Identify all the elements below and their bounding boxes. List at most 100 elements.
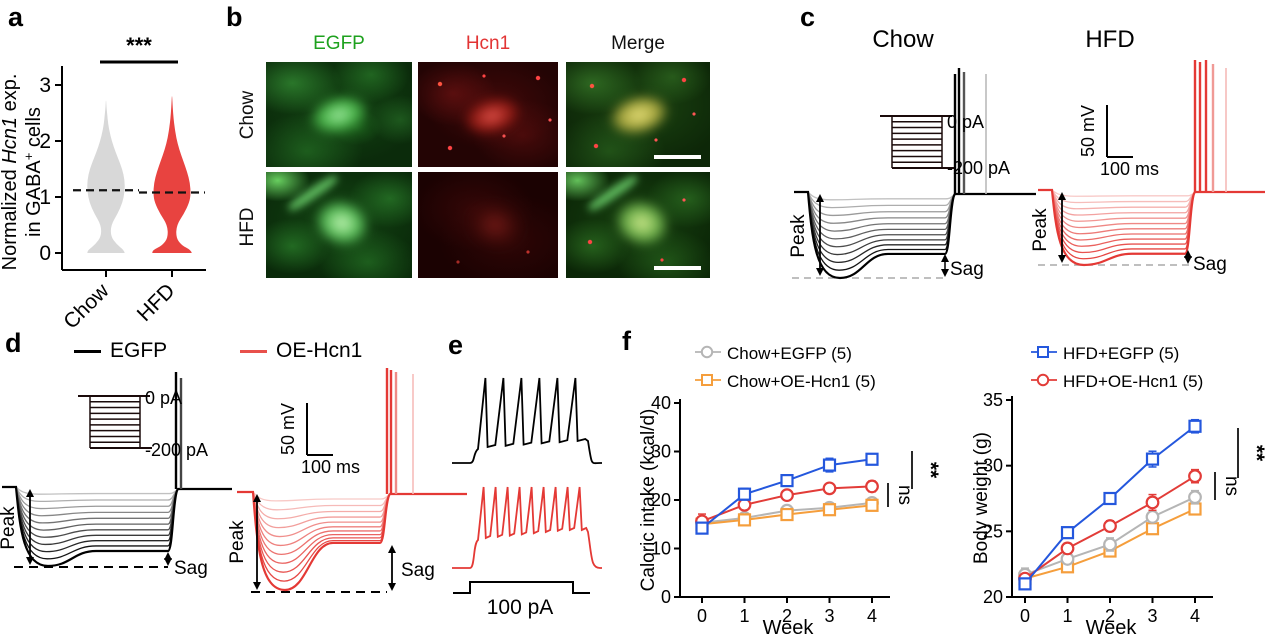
step-bottom-label: -200 pA xyxy=(947,158,1010,178)
step-top-label: 0 pA xyxy=(947,112,984,132)
voltage-traces xyxy=(794,68,1036,280)
svg-text:0: 0 xyxy=(697,606,707,626)
sag-label: Sag xyxy=(950,259,984,280)
svg-text:0: 0 xyxy=(39,242,51,265)
legend-hfd-egfp: HFD+EGFP (5) xyxy=(1030,344,1179,363)
legend-oe-hcn1-label: OE-Hcn1 xyxy=(276,339,363,362)
svg-text:30: 30 xyxy=(983,456,1003,476)
scale-bars xyxy=(1106,105,1133,158)
sag-arrow xyxy=(164,552,172,566)
chart-body: 20 25 30 35 0 1 2 3 4 xyxy=(983,390,1213,626)
svg-text:35: 35 xyxy=(983,390,1003,410)
x-axis-label: Week xyxy=(1086,617,1138,639)
sag-arrow xyxy=(941,254,949,277)
trace-panel-chow: 0 pA -200 pA Peak Sag xyxy=(788,68,1036,280)
chow-oe-hcn1-marker xyxy=(694,372,722,393)
peak-label: Peak xyxy=(788,214,809,258)
svg-text:3: 3 xyxy=(39,74,51,97)
row-label-hfd: HFD xyxy=(237,207,258,247)
scale-vertical-label: 50 mV xyxy=(278,403,298,455)
sag-label: Sag xyxy=(401,560,435,581)
scale-vertical-label: 50 mV xyxy=(1078,105,1098,157)
voltage-traces xyxy=(237,368,467,592)
svg-text:1: 1 xyxy=(39,186,51,209)
caloric-intake-chart: 0 10 20 30 40 0 1 2 3 4 Week Caloric intake (kcal… xyxy=(638,393,942,639)
step-top-label: 0 pA xyxy=(145,388,182,408)
violin-plot: 0 1 2 3 Chow HFD *** Normalized Hcn1 exp. in … xyxy=(0,33,206,334)
legend-hfd-oe-hcn1: HFD+OE-Hcn1 (5) xyxy=(1030,372,1204,393)
y-axis-label: Caloric intake (kcal/d) xyxy=(638,409,659,592)
legend-oe-hcn1: OE-Hcn1 xyxy=(240,339,363,362)
svg-text:2: 2 xyxy=(782,606,792,626)
sag-label: Sag xyxy=(1193,254,1227,275)
violin-y-axis-label-line1: Normalized Hcn1 exp. xyxy=(0,74,21,271)
sag-arrow xyxy=(1184,250,1192,264)
pulse-label: 100 pA xyxy=(487,596,554,619)
svg-text:25: 25 xyxy=(983,521,1003,541)
voltage-traces xyxy=(1038,60,1265,267)
micrograph-hfd-hcn1 xyxy=(418,172,558,278)
scale-bar xyxy=(654,155,701,159)
svg-text:2: 2 xyxy=(1105,606,1115,626)
micrograph-chow-merge xyxy=(566,62,710,167)
oe-hcn1-spike-train xyxy=(452,486,602,569)
neuron-soma xyxy=(301,86,377,144)
svg-text:20: 20 xyxy=(983,587,1003,607)
scale-horizontal-label: 100 ms xyxy=(301,457,360,477)
violin-plot-body: 0 1 2 3 Chow HFD xyxy=(39,66,206,334)
col-header-egfp: EGFP xyxy=(313,33,365,54)
svg-text:HFD: HFD xyxy=(133,279,180,326)
svg-text:Chow: Chow xyxy=(59,279,114,334)
micrograph-hfd-merge xyxy=(566,172,710,278)
trace-title-hfd: HFD xyxy=(1085,26,1135,53)
panel-a-label: a xyxy=(8,2,24,32)
row-label-chow: Chow xyxy=(237,90,258,140)
sag-label: Sag xyxy=(174,558,208,579)
micrograph-chow-egfp xyxy=(266,62,412,167)
step-bottom-label: -200 pA xyxy=(145,440,208,460)
sag-arrow xyxy=(388,545,396,591)
svg-text:40: 40 xyxy=(651,393,671,413)
gene-name-italic: Hcn1 xyxy=(0,117,21,164)
legend-chow-oe-hcn1-label: Chow+OE-Hcn1 (5) xyxy=(727,372,876,391)
peak-label: Peak xyxy=(0,506,19,550)
svg-text:3: 3 xyxy=(1147,606,1157,626)
scale-bars xyxy=(306,403,333,456)
svg-text:30: 30 xyxy=(651,442,671,462)
svg-text:20: 20 xyxy=(651,490,671,510)
scale-bar xyxy=(654,266,701,270)
svg-text:1: 1 xyxy=(1062,606,1072,626)
col-header-hcn1: Hcn1 xyxy=(465,33,511,54)
svg-text:10: 10 xyxy=(651,539,671,559)
spike-train-panel: 100 pA xyxy=(452,377,602,619)
svg-text:1: 1 xyxy=(739,606,749,626)
svg-text:0: 0 xyxy=(661,587,671,607)
svg-text:4: 4 xyxy=(1190,606,1200,626)
panel-d-label: d xyxy=(5,328,22,358)
neuron-soma xyxy=(306,190,378,256)
hfd-oe-hcn1-marker xyxy=(1030,372,1058,393)
panel-e-label: e xyxy=(448,330,464,360)
current-step-pulse xyxy=(453,581,590,594)
neuron-soma xyxy=(606,190,678,256)
peak-arrow xyxy=(816,194,824,276)
peak-arrow xyxy=(26,489,34,565)
legend-chow-egfp-label: Chow+EGFP (5) xyxy=(727,344,852,363)
trace-panel-egfp: 0 pA -200 pA Peak Sag xyxy=(0,372,232,579)
scale-horizontal-label: 100 ms xyxy=(1100,159,1159,179)
legend-chow-egfp: Chow+EGFP (5) xyxy=(694,344,852,365)
ns-annotation: ns xyxy=(894,485,915,505)
legend-egfp-label: EGFP xyxy=(110,339,168,362)
legend-egfp: EGFP xyxy=(74,339,168,362)
oe-hcn1-line-swatch xyxy=(240,349,267,353)
panel-c-label: c xyxy=(800,2,816,32)
star-annotation: ** xyxy=(1245,445,1268,462)
current-step-ladder xyxy=(78,395,152,449)
chow-egfp-marker xyxy=(694,344,722,365)
body-weight-chart: 20 25 30 35 0 1 2 3 4 Week Body weight (g) ns ** xyxy=(971,390,1268,639)
neuron-soma xyxy=(460,194,530,256)
legend-hfd-oe-hcn1-label: HFD+OE-Hcn1 (5) xyxy=(1063,372,1204,391)
current-step-ladder xyxy=(880,115,954,169)
neuron-soma xyxy=(601,86,677,144)
